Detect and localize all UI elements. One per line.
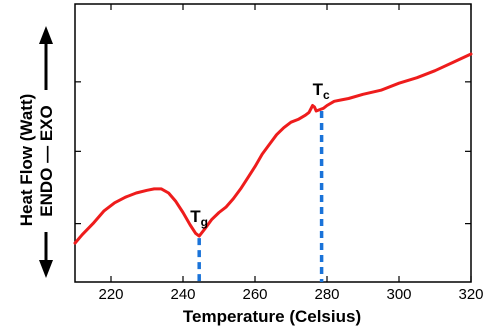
series-lines [73,52,473,245]
annotation-labels: Tg Tc [190,80,330,229]
x-tick-label-320: 320 [458,286,483,303]
plot-frame-rect [74,3,472,283]
x-tick-labels: 220 240 260 280 300 320 [98,286,483,303]
x-tick-label-300: 300 [386,286,411,303]
y-axis-title-group: Heat Flow (Watt) [17,94,36,227]
y-axis-subtitle: ENDO — EXO [37,105,56,216]
x-tick-label-220: 220 [98,286,123,303]
y-ticks [75,81,471,225]
x-tick-label-240: 240 [170,286,195,303]
y-axis-title: Heat Flow (Watt) [17,94,36,227]
plot-frame [74,3,472,283]
arrow-down-icon [39,260,53,278]
x-ticks [110,4,472,282]
annotation-label-1: Tc [313,80,330,102]
y-axis-subtitle-group: ENDO — EXO [37,105,56,216]
x-tick-label-260: 260 [242,286,267,303]
annotation-lines [197,110,324,282]
x-tick-label-280: 280 [314,286,339,303]
arrow-up-icon [39,26,53,44]
x-axis-title: Temperature (Celsius) [183,307,361,326]
annotation-label-0: Tg [190,207,208,229]
direction-arrow [39,26,53,278]
series-line-0 [73,52,473,245]
